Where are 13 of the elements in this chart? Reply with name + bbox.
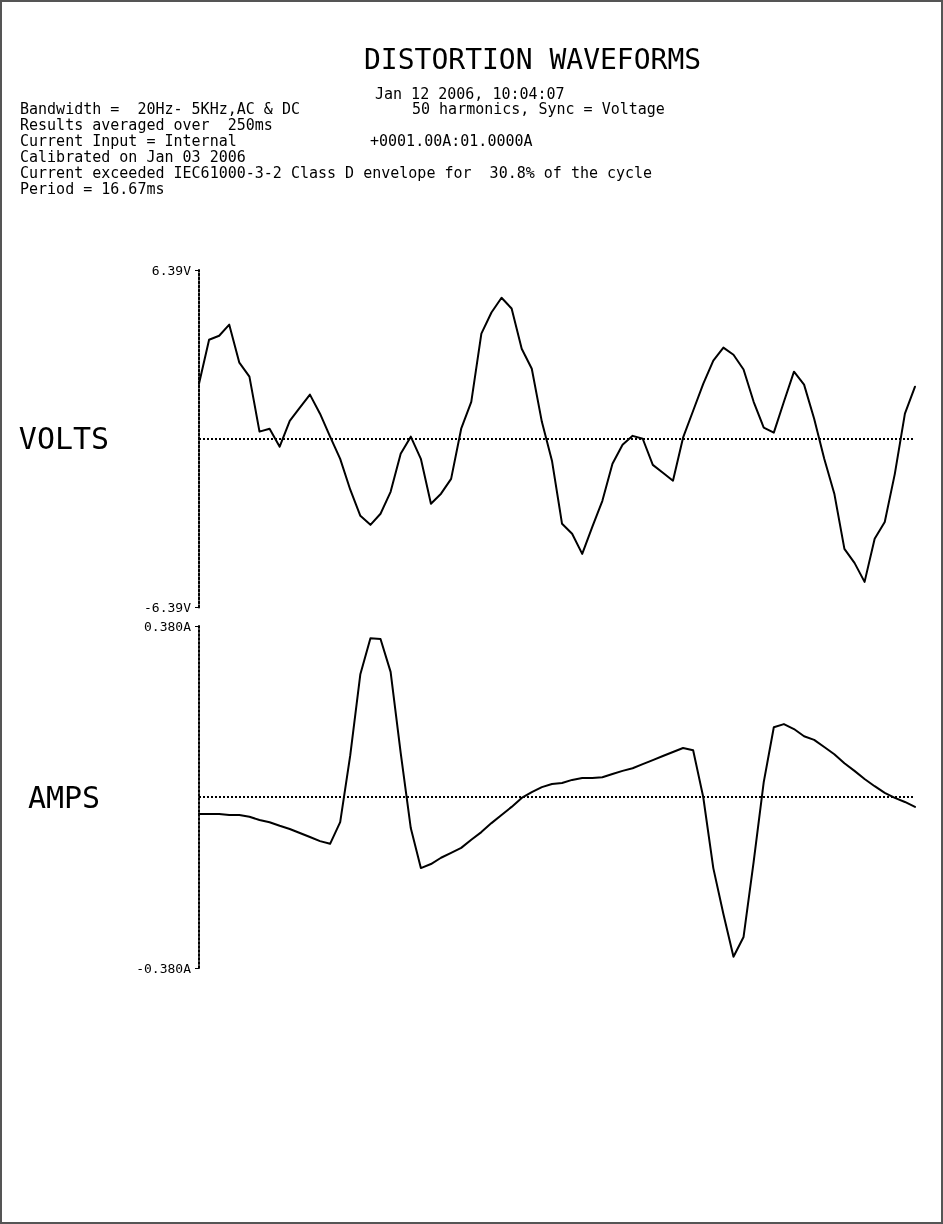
y-axis-title: VOLTS <box>18 421 110 457</box>
text: +0001.00A:01.0000A <box>370 131 533 150</box>
text: Period = 16.67ms <box>20 179 165 198</box>
y-tick-label: 0.380A <box>144 618 192 634</box>
chart-title: DISTORTION WAVEFORMS <box>364 42 702 76</box>
text: Current exceeded IEC61000-3-2 Class D envelope for 30.8% of the cycle <box>20 163 653 182</box>
y-tick-label: -0.380A <box>136 960 192 976</box>
text: Bandwidth = 20Hz- 5KHz,AC & DC <box>20 99 300 118</box>
y-axis-title: AMPS <box>27 779 101 815</box>
y-tick-label: -6.39V <box>144 600 192 615</box>
y-tick-label: 6.39V <box>151 262 192 278</box>
text: Results averaged over 250ms <box>20 115 273 134</box>
text: Jan 12 2006, 10:04:07 <box>375 84 565 103</box>
